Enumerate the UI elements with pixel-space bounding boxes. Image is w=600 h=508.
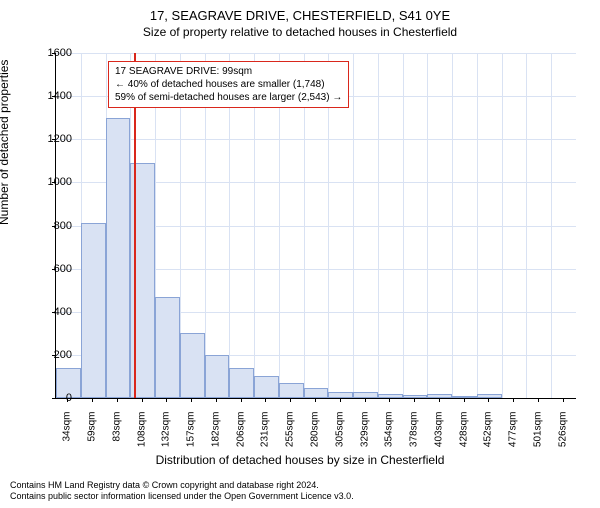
y-tick-label: 400: [32, 306, 72, 318]
x-tick-mark: [117, 398, 118, 402]
x-tick-mark: [513, 398, 514, 402]
y-tick-label: 800: [32, 220, 72, 232]
chart-title: 17, SEAGRAVE DRIVE, CHESTERFIELD, S41 0Y…: [0, 8, 600, 23]
histogram-bar: [205, 355, 230, 398]
x-tick-label: 329sqm: [359, 412, 370, 462]
x-tick-label: 231sqm: [260, 412, 271, 462]
x-tick-label: 477sqm: [508, 412, 519, 462]
gridline-vertical: [427, 53, 428, 398]
x-tick-label: 403sqm: [433, 412, 444, 462]
x-tick-label: 305sqm: [334, 412, 345, 462]
histogram-bar: [452, 396, 477, 398]
gridline-vertical: [551, 53, 552, 398]
x-tick-mark: [340, 398, 341, 402]
y-tick-label: 0: [32, 392, 72, 404]
histogram-bar: [106, 118, 131, 398]
x-tick-label: 59sqm: [87, 412, 98, 462]
x-tick-mark: [414, 398, 415, 402]
x-tick-label: 378sqm: [409, 412, 420, 462]
x-tick-mark: [538, 398, 539, 402]
y-tick-label: 1400: [32, 90, 72, 102]
histogram-bar: [378, 394, 403, 398]
histogram-bar: [328, 392, 353, 398]
histogram-bar: [304, 388, 329, 398]
y-tick-label: 200: [32, 349, 72, 361]
annotation-box: 17 SEAGRAVE DRIVE: 99sqm← 40% of detache…: [108, 61, 349, 108]
x-tick-mark: [488, 398, 489, 402]
histogram-bar: [180, 333, 205, 398]
x-tick-label: 132sqm: [161, 412, 172, 462]
histogram-bar: [279, 383, 304, 398]
x-tick-label: 452sqm: [483, 412, 494, 462]
y-tick-label: 1600: [32, 47, 72, 59]
x-tick-label: 501sqm: [532, 412, 543, 462]
x-tick-label: 108sqm: [136, 412, 147, 462]
chart-container: 17, SEAGRAVE DRIVE, CHESTERFIELD, S41 0Y…: [0, 8, 600, 508]
x-tick-mark: [464, 398, 465, 402]
x-tick-mark: [365, 398, 366, 402]
x-tick-label: 280sqm: [309, 412, 320, 462]
x-tick-label: 526sqm: [557, 412, 568, 462]
x-tick-mark: [92, 398, 93, 402]
x-tick-mark: [439, 398, 440, 402]
x-tick-mark: [389, 398, 390, 402]
x-tick-label: 206sqm: [235, 412, 246, 462]
x-tick-label: 34sqm: [62, 412, 73, 462]
x-tick-label: 255sqm: [285, 412, 296, 462]
y-tick-label: 1200: [32, 133, 72, 145]
gridline-vertical: [353, 53, 354, 398]
chart-subtitle: Size of property relative to detached ho…: [0, 25, 600, 39]
x-tick-mark: [315, 398, 316, 402]
footer-attribution: Contains HM Land Registry data © Crown c…: [10, 480, 354, 502]
x-tick-mark: [290, 398, 291, 402]
footer-line-1: Contains HM Land Registry data © Crown c…: [10, 480, 354, 491]
histogram-bar: [427, 394, 452, 398]
gridline-vertical: [502, 53, 503, 398]
x-tick-label: 157sqm: [186, 412, 197, 462]
x-tick-label: 354sqm: [384, 412, 395, 462]
gridline-vertical: [526, 53, 527, 398]
x-tick-mark: [67, 398, 68, 402]
histogram-bar: [81, 223, 106, 398]
x-tick-label: 83sqm: [111, 412, 122, 462]
gridline-vertical: [477, 53, 478, 398]
y-axis-label: Number of detached properties: [0, 60, 11, 225]
annotation-line: ← 40% of detached houses are smaller (1,…: [115, 78, 342, 91]
x-tick-label: 428sqm: [458, 412, 469, 462]
x-tick-mark: [142, 398, 143, 402]
histogram-bar: [254, 376, 279, 398]
gridline-vertical: [378, 53, 379, 398]
annotation-line: 59% of semi-detached houses are larger (…: [115, 91, 342, 104]
x-tick-mark: [166, 398, 167, 402]
y-tick-label: 600: [32, 263, 72, 275]
annotation-line: 17 SEAGRAVE DRIVE: 99sqm: [115, 65, 342, 78]
x-tick-mark: [191, 398, 192, 402]
x-tick-label: 182sqm: [210, 412, 221, 462]
gridline-vertical: [452, 53, 453, 398]
plot-area: 17 SEAGRAVE DRIVE: 99sqm← 40% of detache…: [55, 53, 576, 399]
x-tick-mark: [265, 398, 266, 402]
x-tick-mark: [241, 398, 242, 402]
histogram-bar: [229, 368, 254, 398]
x-tick-mark: [216, 398, 217, 402]
gridline-vertical: [403, 53, 404, 398]
x-tick-mark: [563, 398, 564, 402]
y-tick-label: 1000: [32, 176, 72, 188]
histogram-bar: [155, 297, 180, 398]
footer-line-2: Contains public sector information licen…: [10, 491, 354, 502]
